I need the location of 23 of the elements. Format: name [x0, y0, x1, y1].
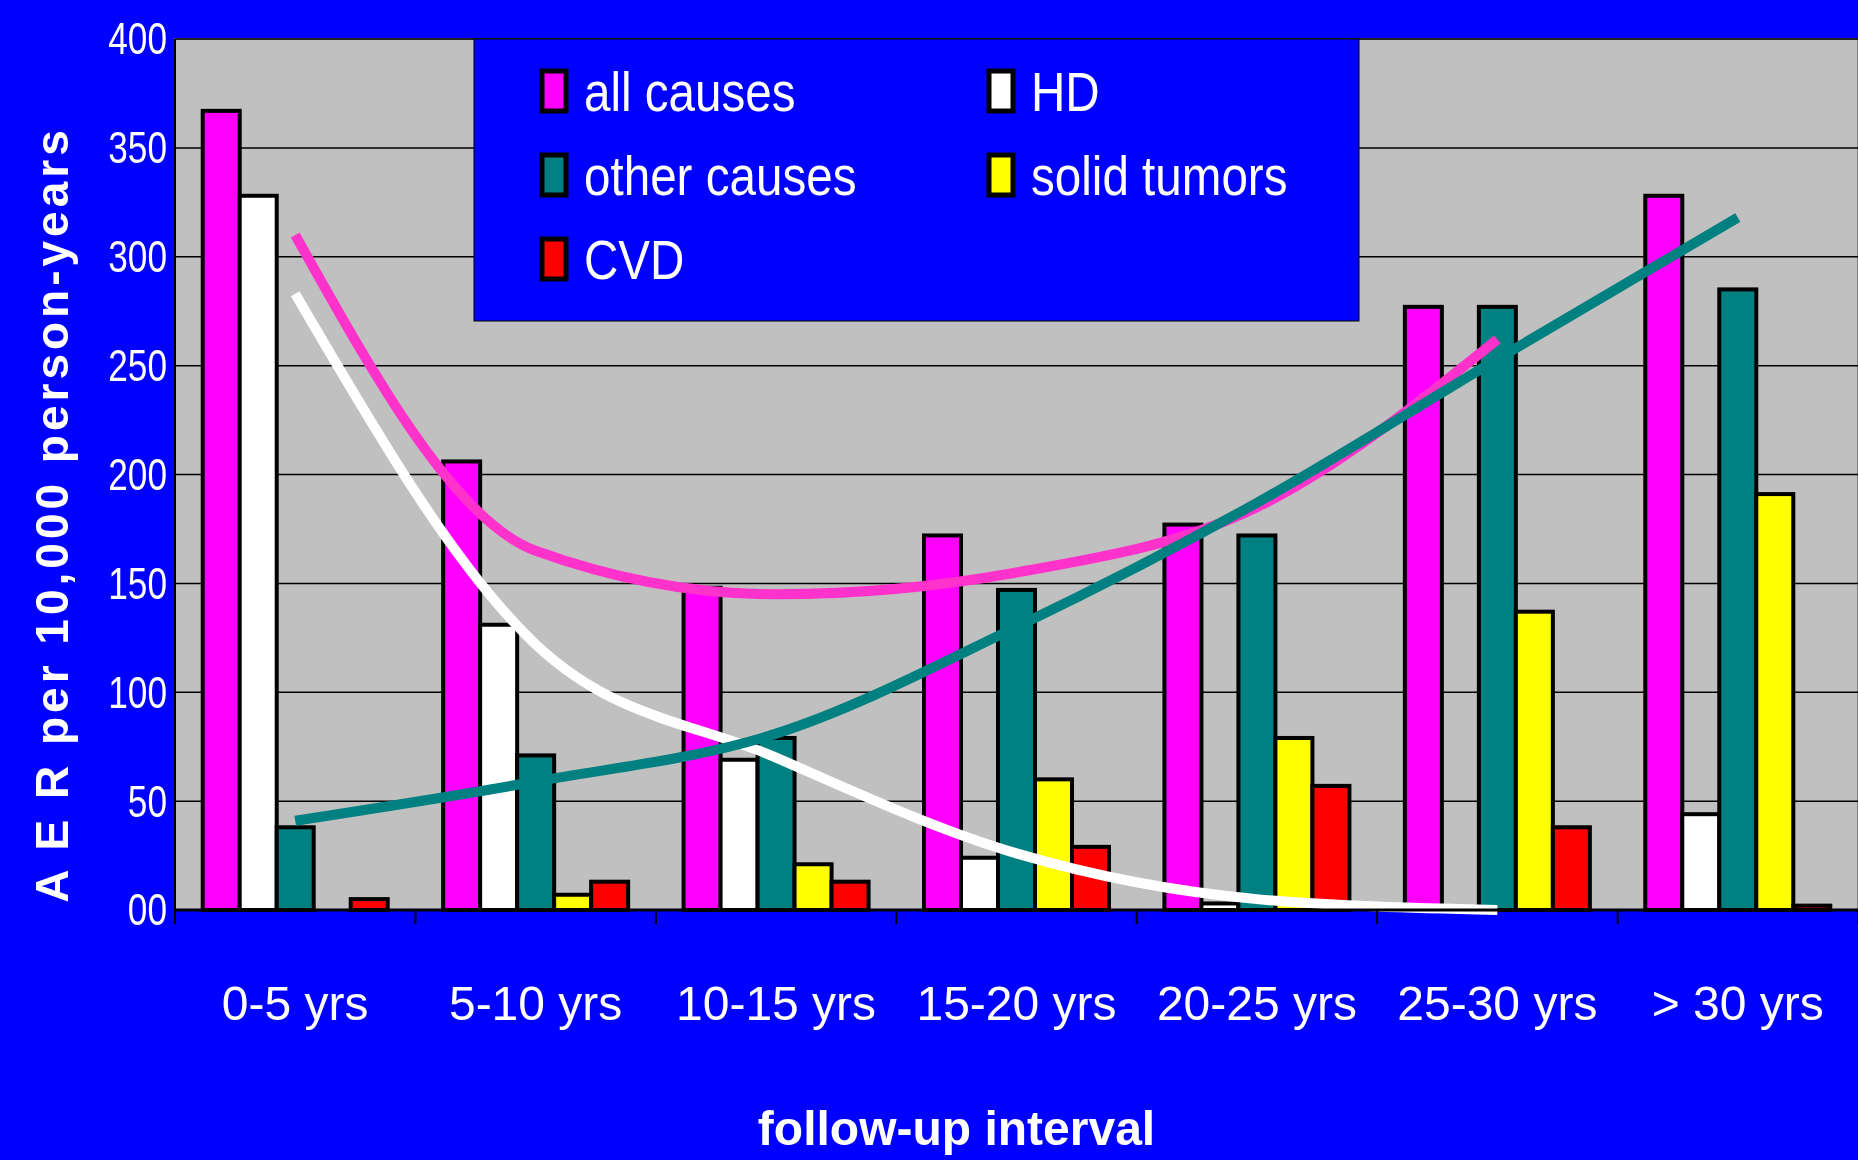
y-tick-label: 300: [108, 232, 167, 281]
y-tick-label: 100: [108, 667, 167, 717]
y-tick-label: 00: [127, 885, 167, 935]
x-tick-label: 10-15 yrs: [676, 976, 877, 1030]
legend-label: all causes: [584, 59, 796, 123]
y-tick-label: 150: [108, 559, 167, 608]
y-tick-label: 200: [108, 450, 167, 499]
x-tick-label: 0-5 yrs: [221, 976, 369, 1030]
x-tick-label: 25-30 yrs: [1397, 976, 1598, 1030]
legend-label: CVD: [584, 227, 685, 291]
legend-label: other causes: [584, 143, 857, 207]
y-tick-label: 250: [108, 341, 167, 390]
x-tick-label: 20-25 yrs: [1156, 976, 1357, 1030]
y-tick-label: 400: [108, 14, 167, 64]
x-tick-label: 15-20 yrs: [916, 976, 1117, 1030]
y-tick-label: 50: [127, 776, 167, 826]
legend-label: solid tumors: [1031, 143, 1288, 207]
x-tick-label: > 30 yrs: [1651, 976, 1824, 1030]
x-axis-title: follow-up interval: [757, 1101, 1156, 1155]
legend-label: HD: [1031, 59, 1100, 123]
y-tick-label: 350: [108, 123, 167, 173]
y-axis-title: A E R per 10,000 person-years: [26, 126, 79, 903]
x-tick-label: 5-10 yrs: [448, 976, 623, 1030]
